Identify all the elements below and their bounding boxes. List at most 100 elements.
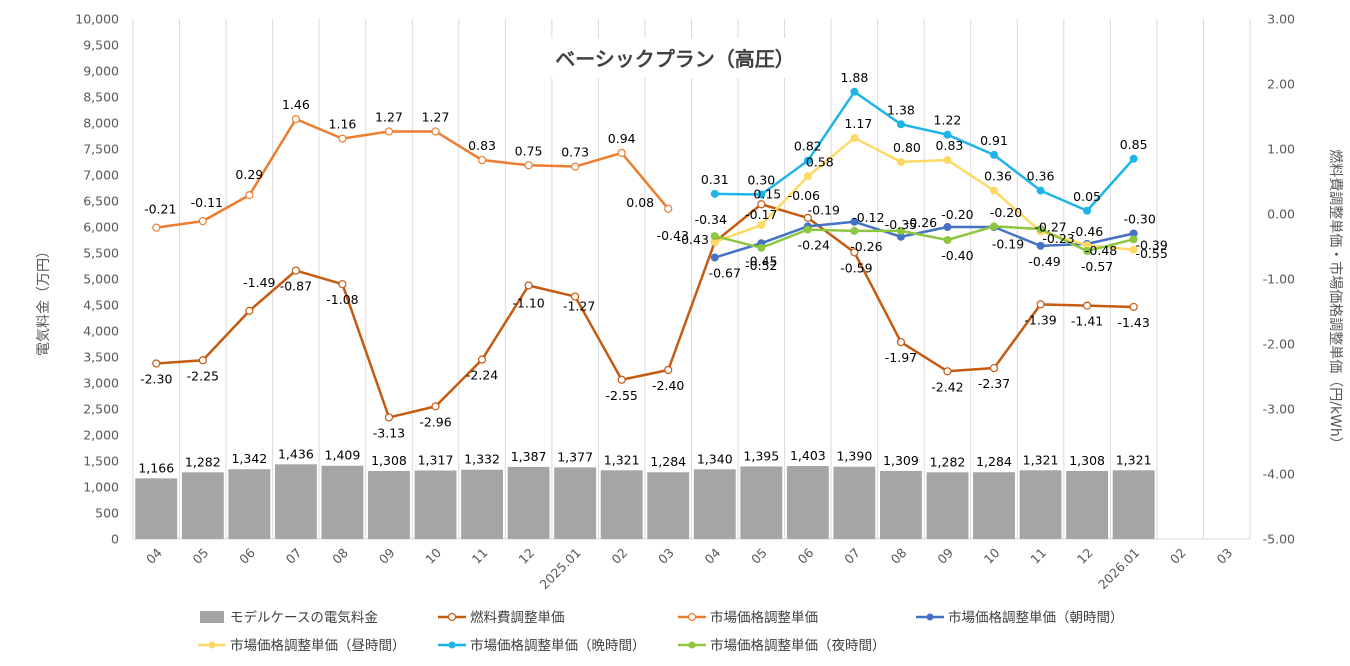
series-point bbox=[850, 217, 859, 226]
left-tick-label: 6,000 bbox=[83, 220, 119, 235]
bar-data-label: 1,166 bbox=[138, 460, 174, 475]
left-tick-label: 1,000 bbox=[83, 480, 119, 495]
left-axis-title: 電気料金（万円） bbox=[36, 244, 52, 356]
right-axis-ticks: -5.00 -4.00 -3.00 -2.00 -1.00 0.00 1.00 2.00 3.0… bbox=[1263, 12, 1295, 547]
left-tick-label: 5,500 bbox=[83, 246, 119, 261]
line-data-label: 0.73 bbox=[561, 145, 589, 160]
series-point bbox=[896, 158, 905, 166]
bar-data-label: 1,282 bbox=[185, 454, 221, 469]
line-data-label: -0.40 bbox=[941, 248, 973, 263]
series-point bbox=[477, 155, 487, 165]
legend-label: 市場価格調整単価（朝時間） bbox=[948, 609, 1124, 626]
series-point bbox=[710, 189, 719, 198]
series-point bbox=[803, 156, 812, 165]
line-data-label: 0.15 bbox=[753, 186, 781, 201]
bar-data-label: 1,321 bbox=[1116, 452, 1152, 467]
series-point bbox=[943, 236, 952, 244]
line-data-label: -0.26 bbox=[905, 215, 937, 230]
right-tick-label: -1.00 bbox=[1263, 272, 1295, 287]
left-tick-label: 8,000 bbox=[83, 116, 119, 131]
line-data-label: -0.12 bbox=[852, 210, 884, 225]
bar bbox=[554, 467, 597, 539]
series-point bbox=[850, 87, 859, 96]
legend-label: モデルケースの電気料金 bbox=[230, 609, 378, 626]
legend-marker bbox=[687, 612, 697, 622]
legend-label: 市場価格調整単価（夜時間） bbox=[710, 637, 886, 654]
right-tick-label: -4.00 bbox=[1263, 467, 1295, 482]
line-data-label: 0.30 bbox=[747, 173, 775, 188]
line-data-label: 0.94 bbox=[608, 131, 636, 146]
line-data-label: 1.88 bbox=[840, 70, 868, 85]
bar-data-label: 1,282 bbox=[930, 454, 966, 469]
bar-data-label: 1,309 bbox=[883, 453, 919, 468]
bar-data-label: 1,395 bbox=[743, 448, 779, 463]
bar-data-label: 1,409 bbox=[325, 448, 361, 463]
series-point bbox=[896, 337, 906, 347]
series-point bbox=[1129, 245, 1138, 254]
line-data-label: -0.20 bbox=[990, 205, 1022, 220]
series-point bbox=[990, 186, 999, 195]
line-data-label: 0.36 bbox=[984, 169, 1012, 184]
series-point bbox=[850, 226, 859, 235]
series-line bbox=[714, 225, 1134, 253]
bar bbox=[461, 469, 504, 539]
series-line bbox=[714, 90, 1135, 212]
series-point bbox=[338, 280, 347, 289]
line-data-label: 0.82 bbox=[794, 139, 822, 154]
series-point bbox=[384, 127, 394, 136]
series-point bbox=[943, 223, 952, 231]
series-point bbox=[291, 114, 300, 124]
line-data-label: 0.91 bbox=[980, 133, 1008, 148]
series-point bbox=[1083, 301, 1092, 310]
bar-data-label: 1,377 bbox=[557, 449, 593, 464]
line-series bbox=[152, 87, 1138, 422]
series-point bbox=[943, 130, 952, 139]
line-data-label: -0.24 bbox=[798, 238, 830, 253]
legend-marker bbox=[447, 612, 457, 622]
left-tick-label: 9,500 bbox=[83, 38, 119, 53]
series-point bbox=[943, 156, 952, 165]
bar-data-label: 1,403 bbox=[790, 448, 826, 463]
line-data-label: -0.06 bbox=[788, 188, 820, 203]
chart-title: ベーシックプラン（高圧） bbox=[555, 47, 795, 71]
line-data-label: -2.55 bbox=[606, 388, 638, 403]
legend-marker bbox=[688, 641, 696, 649]
left-tick-label: 8,500 bbox=[83, 90, 119, 105]
left-tick-label: 10,000 bbox=[75, 12, 119, 27]
left-tick-label: 4,500 bbox=[83, 298, 119, 313]
bar-data-label: 1,317 bbox=[418, 453, 454, 468]
line-data-label: 1.27 bbox=[375, 109, 403, 124]
left-tick-label: 7,500 bbox=[83, 142, 119, 157]
bar bbox=[693, 469, 736, 539]
line-data-label: -1.49 bbox=[243, 275, 275, 290]
series-point bbox=[710, 253, 719, 262]
line-data-label: -0.17 bbox=[745, 207, 777, 222]
series-point bbox=[757, 221, 766, 230]
series-point bbox=[431, 402, 440, 411]
right-axis-title: 燃料費調整単価・市場価格調整単価（円/kWh） bbox=[1327, 149, 1344, 451]
bar bbox=[647, 472, 690, 539]
bar-data-label: 1,342 bbox=[231, 451, 267, 466]
series-point bbox=[524, 161, 533, 170]
line-data-label: 1.46 bbox=[282, 97, 310, 112]
line-data-label: -0.87 bbox=[280, 279, 312, 294]
bar bbox=[507, 466, 550, 539]
line-data-label: 0.75 bbox=[515, 143, 543, 158]
left-tick-label: 3,000 bbox=[83, 376, 119, 391]
left-tick-label: 4,000 bbox=[83, 324, 119, 339]
legend-marker bbox=[926, 613, 934, 621]
right-tick-label: -3.00 bbox=[1263, 402, 1295, 417]
line-data-label: -0.52 bbox=[745, 258, 777, 273]
line-data-label: 0.85 bbox=[1120, 137, 1148, 152]
line-data-label: 0.36 bbox=[1027, 169, 1055, 184]
gridlines bbox=[132, 19, 1251, 540]
line-data-label: -0.67 bbox=[709, 266, 741, 281]
line-data-label: -1.43 bbox=[1117, 315, 1149, 330]
series-point bbox=[571, 162, 580, 171]
series-point bbox=[664, 365, 673, 375]
series-line bbox=[714, 220, 1134, 259]
series-point bbox=[850, 248, 859, 257]
left-axis-ticks: 0 500 1,000 1,500 2,000 2,500 3,000 3,500 4,000 4… bbox=[75, 12, 119, 547]
series-point bbox=[291, 266, 300, 275]
